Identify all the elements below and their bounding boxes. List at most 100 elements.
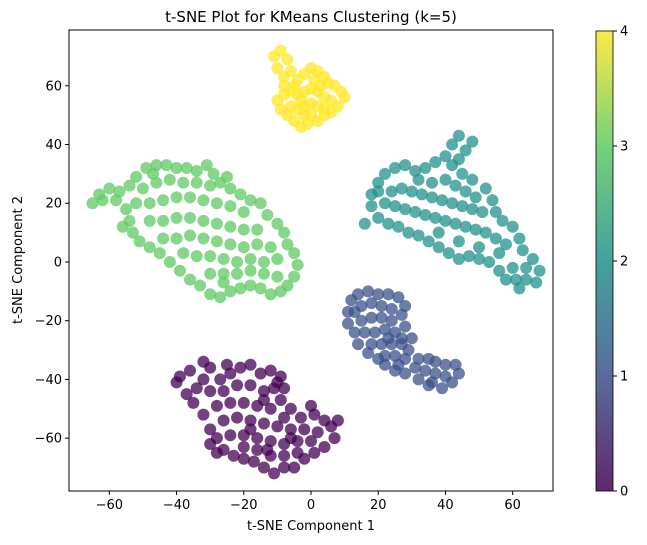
cluster-0-point [204,438,217,451]
cluster-0-point [331,414,344,427]
cluster-0-point [197,373,210,386]
cluster-2-point [426,191,438,204]
cluster-0-point [251,432,264,445]
cluster-2-point [426,176,438,189]
x-tick-label: 20 [370,498,387,513]
cluster-2-point [479,182,492,195]
cluster-1-point [341,317,354,330]
cluster-2-point [439,173,452,186]
cluster-2-point [439,150,452,163]
cluster-3-point [264,241,277,254]
cluster-3-point [254,197,267,210]
cluster-0-point [170,376,183,389]
cluster-2-point [486,194,499,207]
x-tick-label: 60 [504,498,521,513]
cluster-2-point [402,226,415,239]
cluster-3-point [251,223,264,236]
colorbar-tick-label: 0 [620,485,628,500]
cluster-4-point [305,109,317,122]
x-tick-label: 40 [437,498,454,513]
cluster-0-point [244,423,257,436]
cluster-3-point [170,191,183,204]
cluster-1-point [355,314,368,327]
cluster-0-point [234,361,247,374]
cluster-2-point [513,282,526,295]
cluster-3-point [291,258,304,271]
cluster-2-point [489,206,502,219]
cluster-2-point [476,206,489,219]
cluster-3-point [237,223,250,236]
cluster-0-point [254,367,267,380]
cluster-0-point [244,358,257,371]
cluster-3-point [261,208,274,221]
cluster-3-point [244,194,257,207]
cluster-4-point [278,79,291,92]
x-tick-label: −60 [96,498,123,513]
cluster-2-point [466,135,479,148]
cluster-2-point [405,185,418,198]
cluster-3-point [133,235,146,248]
cluster-0-point [284,423,297,436]
cluster-3-point [254,282,267,295]
cluster-2-point [533,264,546,277]
cluster-3-point [184,211,196,224]
cluster-2-point [473,253,486,266]
cluster-2-point [392,220,405,233]
cluster-1-point [399,367,412,380]
cluster-3-point [224,220,237,233]
cluster-0-point [318,440,331,453]
colorbar-tick-label: 2 [620,255,628,270]
cluster-2-point [446,197,459,210]
cluster-1-point [352,338,365,351]
y-tick-label: −20 [35,314,62,329]
cluster-2-point [520,261,533,274]
cluster-0-point [291,446,304,459]
cluster-0-point [278,461,291,474]
cluster-3-point [180,162,193,175]
cluster-3-point [244,264,257,277]
cluster-2-point [459,220,472,233]
cluster-4-point [284,65,297,78]
cluster-0-point [257,385,270,398]
cluster-2-point [513,232,526,245]
cluster-3-point [210,197,223,210]
cluster-3-point [257,255,270,268]
cluster-2-point [419,208,432,221]
cluster-2-point [372,176,385,189]
cluster-0-point [311,426,324,439]
cluster-3-point [120,203,133,216]
cluster-2-point [399,159,412,172]
cluster-0-point [328,432,341,445]
cluster-2-point [459,144,472,157]
cluster-2-point [506,261,519,274]
cluster-0-point [204,385,217,398]
cluster-2-point [415,188,428,201]
cluster-3-point [110,194,123,207]
cluster-3-point [147,167,160,180]
cluster-3-point [163,173,176,186]
cluster-3-point [271,217,284,230]
cluster-0-point [217,414,230,427]
cluster-3-point [214,291,227,304]
cluster-2-point [429,211,442,224]
cluster-0-point [237,452,250,465]
x-tick-label: 0 [307,498,315,513]
cluster-0-point [264,364,277,377]
cluster-1-point [385,314,398,327]
cluster-4-point [325,94,338,107]
cluster-3-point [271,270,284,283]
cluster-1-point [348,326,361,339]
x-tick-label: −40 [163,498,190,513]
cluster-3-point [274,285,287,298]
cluster-2-point [412,173,425,186]
cluster-2-point [372,185,385,198]
cluster-0-point [231,379,244,392]
cluster-0-point [187,396,200,409]
x-axis-label: t-SNE Component 1 [247,519,375,534]
cluster-3-point [237,206,250,219]
cluster-0-point [184,364,196,377]
cluster-3-point [200,159,213,172]
cluster-3-point [116,220,129,233]
cluster-2-point [365,200,378,213]
cluster-0-point [244,379,257,392]
